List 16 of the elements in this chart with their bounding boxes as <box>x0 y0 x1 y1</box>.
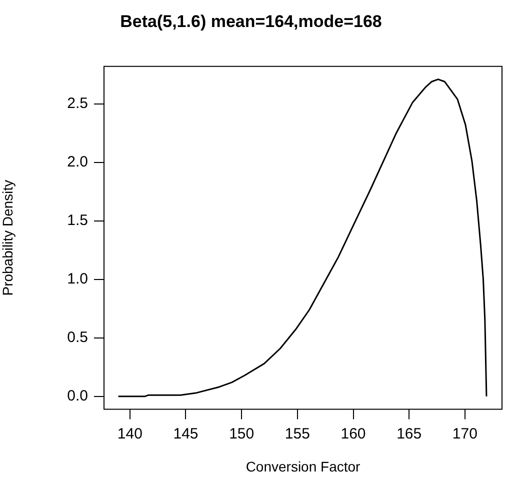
x-tick-label: 160 <box>340 425 366 442</box>
x-tick-label: 150 <box>229 425 254 442</box>
y-axis-title: Probability Density <box>0 180 16 296</box>
x-tick-label: 145 <box>173 425 198 442</box>
y-tick-label: 1.0 <box>67 270 88 288</box>
y-tick-label: 2.5 <box>67 94 88 112</box>
y-tick-label: 0.5 <box>67 328 88 346</box>
y-tick-label: 2.0 <box>67 153 88 170</box>
y-tick-label: 1.5 <box>67 212 88 229</box>
x-tick-label: 140 <box>117 425 142 442</box>
x-tick-label: 165 <box>396 425 422 442</box>
chart-title: Beta(5,1.6) mean=164,mode=168 <box>120 12 382 31</box>
x-tick-label: 155 <box>284 425 310 442</box>
y-tick-label: 0.0 <box>67 387 88 404</box>
x-axis-title: Conversion Factor <box>246 458 361 474</box>
x-tick-label: 170 <box>452 425 478 442</box>
